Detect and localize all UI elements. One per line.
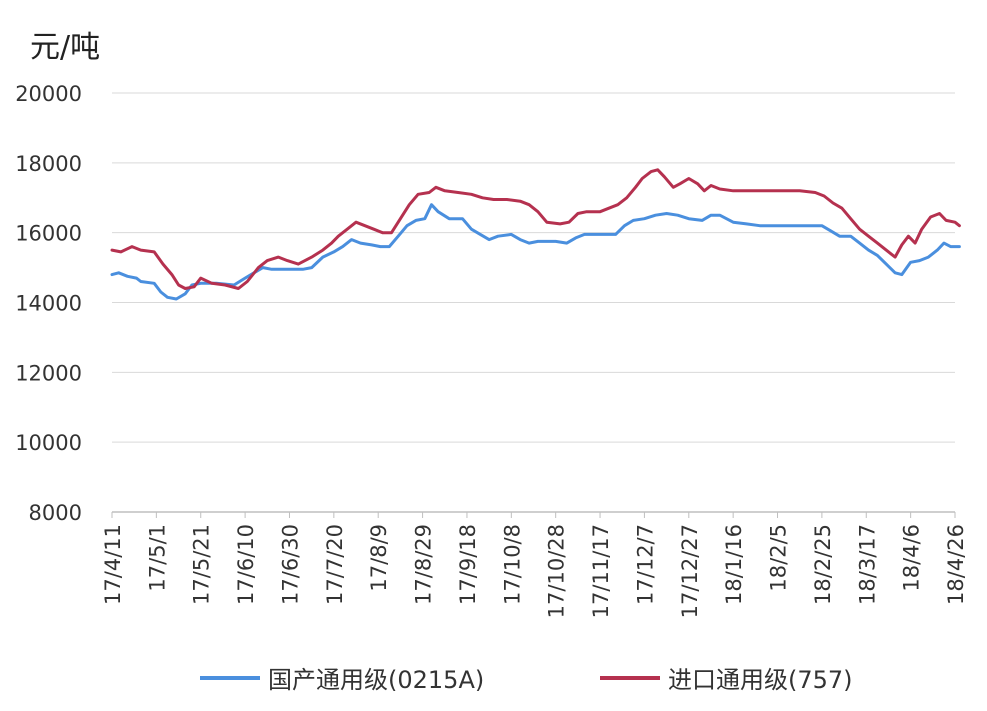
y-axis-unit-label: 元/吨	[30, 30, 101, 65]
x-tick-label: 17/7/20	[323, 524, 347, 605]
legend: 国产通用级(0215A) 进口通用级(757)	[0, 660, 987, 700]
x-tick-label: 18/4/26	[944, 524, 968, 605]
series-line-1	[110, 168, 961, 290]
x-tick-label: 17/10/28	[545, 524, 569, 618]
x-axis-ticks: 17/4/11 17/5/1 17/5/21 17/6/10 17/6/30 17/7/2…	[101, 512, 968, 618]
x-tick-label: 17/9/18	[456, 524, 480, 605]
x-tick-label: 17/6/10	[234, 524, 258, 605]
x-tick-label: 18/3/17	[855, 524, 879, 605]
x-tick-label: 17/11/17	[589, 524, 613, 618]
series-lines	[110, 168, 961, 301]
x-tick-label: 18/1/16	[722, 524, 746, 605]
y-tick-label: 18000	[15, 152, 82, 176]
x-tick-label: 17/6/30	[278, 524, 302, 605]
legend-swatch-domestic	[200, 675, 260, 680]
legend-item-domestic[interactable]: 国产通用级(0215A)	[200, 660, 484, 695]
x-tick-label: 18/4/6	[900, 524, 924, 592]
y-tick-label: 14000	[15, 292, 82, 316]
x-tick-label: 17/8/9	[367, 524, 391, 592]
legend-label-import: 进口通用级(757)	[668, 666, 853, 694]
legend-label-domestic: 国产通用级(0215A)	[268, 666, 485, 694]
x-tick-label: 17/4/11	[101, 524, 125, 605]
y-tick-label: 20000	[15, 82, 82, 106]
y-tick-label: 10000	[15, 431, 82, 455]
legend-item-import[interactable]: 进口通用级(757)	[600, 660, 853, 695]
x-tick-label: 18/2/25	[811, 524, 835, 605]
y-tick-label: 12000	[15, 361, 82, 385]
x-tick-label: 17/10/8	[500, 524, 524, 605]
x-tick-label: 17/12/7	[633, 524, 657, 605]
x-tick-label: 17/12/27	[678, 524, 702, 618]
y-tick-label: 16000	[15, 222, 82, 246]
legend-swatch-import	[600, 675, 660, 680]
series-line-0	[110, 203, 961, 301]
x-tick-label: 18/2/5	[767, 524, 791, 592]
x-tick-label: 17/8/29	[412, 524, 436, 605]
x-tick-label: 17/5/21	[190, 524, 214, 605]
y-axis-ticks: 20000 18000 16000 14000 12000 10000 8000	[15, 82, 82, 525]
line-chart: 20000 18000 16000 14000 12000 10000 8000 17/4/…	[15, 82, 968, 618]
y-tick-label: 8000	[29, 501, 82, 525]
x-tick-label: 17/5/1	[145, 524, 169, 592]
grid-lines	[112, 92, 955, 443]
